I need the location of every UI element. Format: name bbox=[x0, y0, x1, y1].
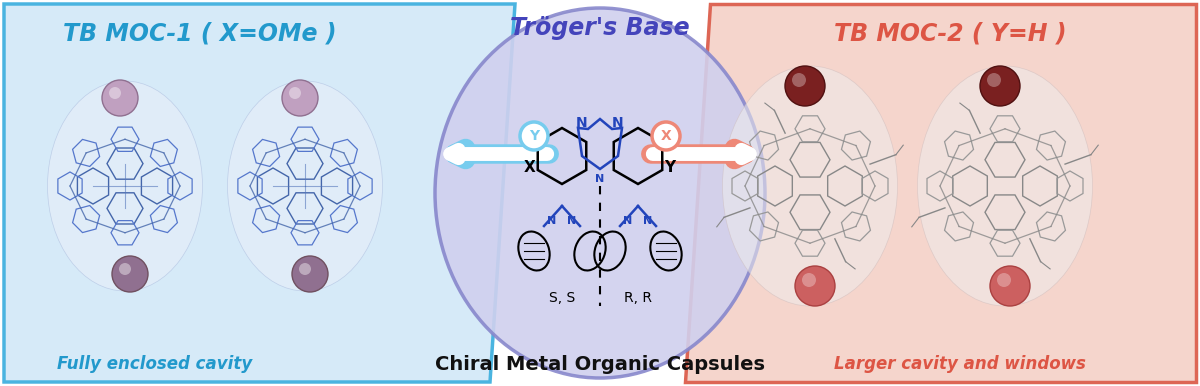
Circle shape bbox=[652, 122, 680, 150]
Text: N: N bbox=[547, 216, 557, 226]
Circle shape bbox=[102, 80, 138, 116]
Text: N: N bbox=[623, 216, 632, 226]
Circle shape bbox=[802, 273, 816, 287]
Circle shape bbox=[112, 256, 148, 292]
Polygon shape bbox=[4, 4, 515, 382]
Circle shape bbox=[292, 256, 328, 292]
Circle shape bbox=[289, 87, 301, 99]
Ellipse shape bbox=[48, 81, 203, 291]
Text: N: N bbox=[595, 174, 605, 184]
Circle shape bbox=[119, 263, 131, 275]
Circle shape bbox=[997, 273, 1010, 287]
Ellipse shape bbox=[436, 8, 766, 378]
Ellipse shape bbox=[918, 66, 1092, 306]
Text: X: X bbox=[661, 129, 671, 143]
Text: Y: Y bbox=[529, 129, 539, 143]
Circle shape bbox=[986, 73, 1001, 87]
Text: N: N bbox=[643, 216, 653, 226]
Circle shape bbox=[299, 263, 311, 275]
Text: Fully enclosed cavity: Fully enclosed cavity bbox=[58, 355, 253, 373]
Circle shape bbox=[785, 66, 826, 106]
Text: Larger cavity and windows: Larger cavity and windows bbox=[834, 355, 1086, 373]
Ellipse shape bbox=[722, 66, 898, 306]
Text: Chiral Metal Organic Capsules: Chiral Metal Organic Capsules bbox=[436, 354, 766, 374]
Text: Tröger's Base: Tröger's Base bbox=[510, 16, 690, 40]
Text: N: N bbox=[576, 116, 588, 130]
Circle shape bbox=[796, 266, 835, 306]
Text: N: N bbox=[568, 216, 577, 226]
Circle shape bbox=[792, 73, 806, 87]
Circle shape bbox=[520, 122, 548, 150]
Text: TB MOC-2 ( Y=H ): TB MOC-2 ( Y=H ) bbox=[834, 22, 1067, 46]
Circle shape bbox=[980, 66, 1020, 106]
Text: S, S: S, S bbox=[548, 291, 575, 305]
Ellipse shape bbox=[228, 81, 383, 291]
Polygon shape bbox=[685, 4, 1196, 382]
Circle shape bbox=[990, 266, 1030, 306]
Text: TB MOC-1 ( X=OMe ): TB MOC-1 ( X=OMe ) bbox=[64, 22, 337, 46]
Text: Y: Y bbox=[665, 161, 676, 176]
Text: R, R: R, R bbox=[624, 291, 652, 305]
Circle shape bbox=[282, 80, 318, 116]
Circle shape bbox=[109, 87, 121, 99]
Text: X: X bbox=[524, 161, 536, 176]
Text: N: N bbox=[612, 116, 624, 130]
